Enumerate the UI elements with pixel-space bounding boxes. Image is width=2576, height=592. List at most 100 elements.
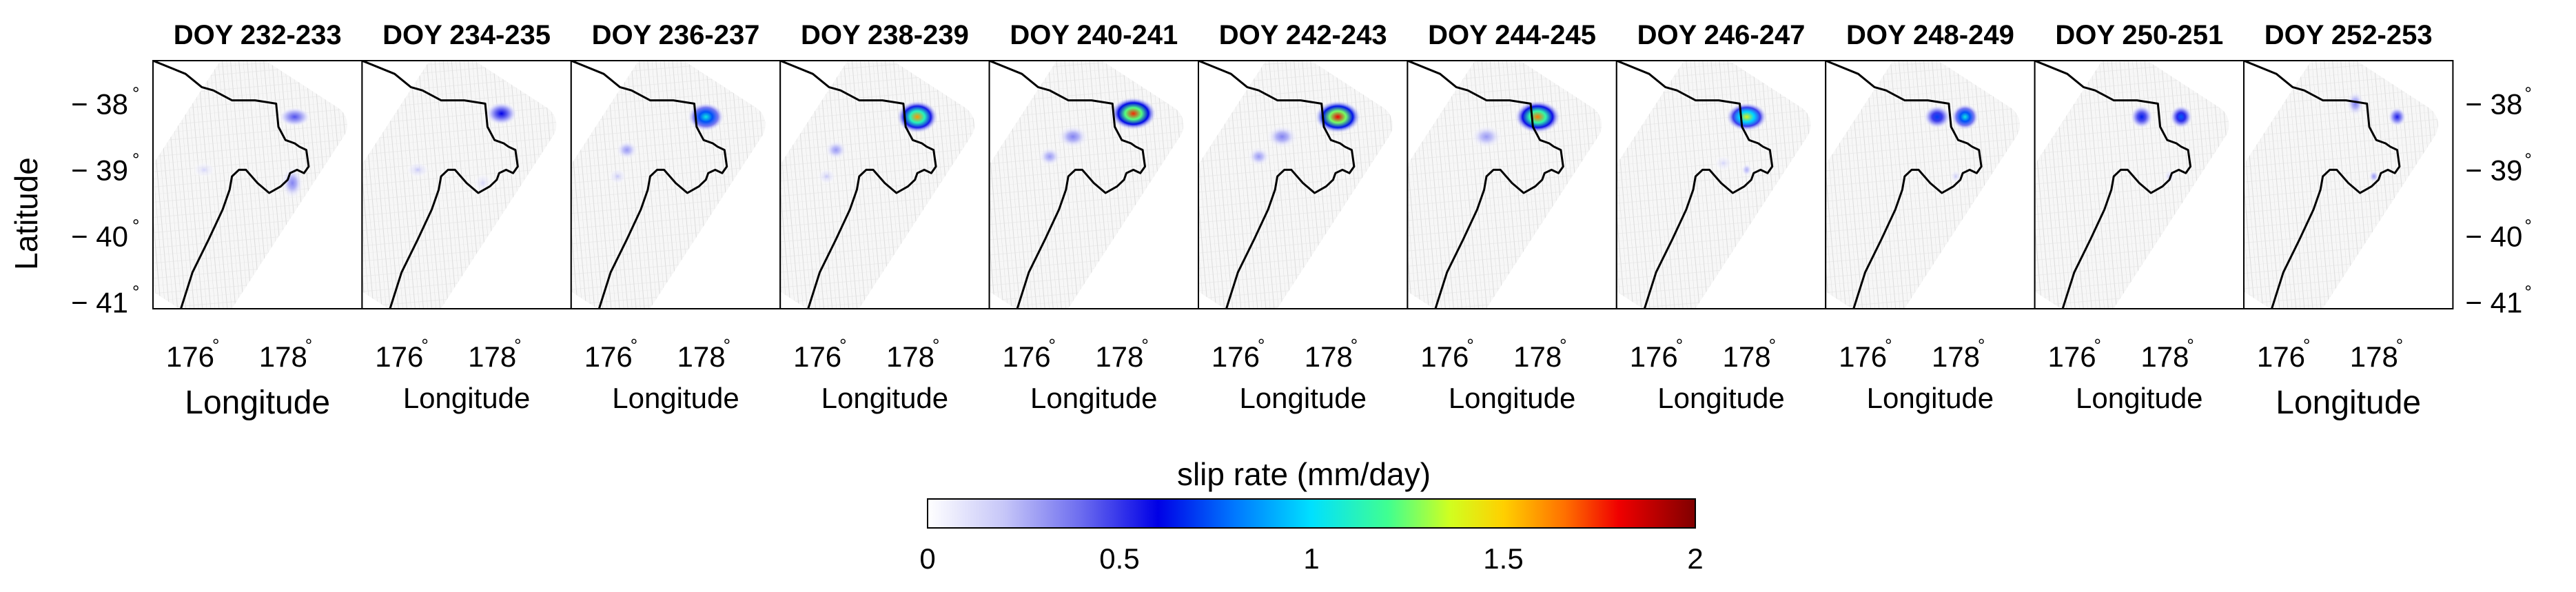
panel-title: DOY 250-251 (2055, 20, 2223, 50)
panel-title: DOY 242-243 (1219, 20, 1387, 50)
x-tick-label: 176 (793, 340, 841, 373)
panel-title: DOY 252-253 (2265, 20, 2433, 50)
slip-patch (1247, 146, 1271, 167)
degree-symbol: ° (839, 335, 846, 356)
y-tick-label-right: − 40 (2465, 220, 2522, 252)
slip-patch (608, 168, 627, 185)
colorbar-tick-label: 0.5 (1099, 542, 1139, 575)
degree-symbol: ° (631, 335, 637, 356)
degree-symbol: ° (421, 335, 428, 356)
fault-mesh (2244, 61, 2438, 309)
x-tick-label: 176 (2047, 340, 2096, 373)
degree-symbol: ° (1351, 335, 1358, 356)
slip-patch (280, 166, 305, 200)
slip-patch (2368, 170, 2380, 183)
x-axis-label: Longitude (185, 385, 330, 421)
slip-patch (2388, 107, 2406, 127)
slip-patch (615, 140, 639, 161)
coastline (1407, 61, 1564, 309)
y-tick-label-left: − 41 (71, 286, 128, 318)
degree-symbol: ° (514, 335, 521, 356)
x-axis-label: Longitude (1449, 382, 1576, 414)
slip-patch (1110, 96, 1157, 130)
coastline (362, 61, 519, 309)
y-axis-label: Latitude (8, 157, 44, 270)
degree-symbol: ° (2303, 335, 2310, 356)
x-tick-label: 178 (677, 340, 726, 373)
x-tick-label: 178 (1513, 340, 1562, 373)
coastline (1616, 61, 1774, 309)
degree-symbol: ° (2524, 83, 2531, 103)
x-tick-label: 176 (1002, 340, 1050, 373)
colorbar-gradient (927, 498, 1696, 529)
y-tick-label-left: − 38 (71, 88, 128, 120)
degree-symbol: ° (1258, 335, 1265, 356)
degree-symbol: ° (2524, 281, 2531, 302)
degree-symbol: ° (132, 149, 139, 170)
slip-patch (2169, 105, 2193, 129)
degree-symbol: ° (132, 281, 139, 302)
x-axis-label: Longitude (1030, 382, 1158, 414)
coastline (2034, 61, 2191, 309)
y-tick-label-right: − 41 (2465, 286, 2522, 318)
x-tick-label: 178 (1723, 340, 1771, 373)
slip-patch (485, 101, 518, 126)
x-tick-label: 176 (1420, 340, 1469, 373)
degree-symbol: ° (2094, 335, 2101, 356)
degree-symbol: ° (2187, 335, 2194, 356)
x-tick-label: 176 (1839, 340, 1887, 373)
x-axis-label: Longitude (403, 382, 531, 414)
fault-mesh (2034, 61, 2229, 309)
slip-patch (1314, 100, 1361, 134)
slip-patch (1741, 163, 1752, 176)
slip-patch (824, 140, 848, 161)
x-axis-label: Longitude (2076, 382, 2203, 414)
coastline (780, 61, 937, 309)
degree-symbol: ° (132, 83, 139, 103)
panel-title: DOY 244-245 (1428, 20, 1596, 50)
coastline (1198, 61, 1356, 309)
degree-symbol: ° (1769, 335, 1776, 356)
panel-frame (2243, 60, 2454, 309)
degree-symbol: ° (932, 335, 939, 356)
x-tick-label: 178 (1305, 340, 1353, 373)
colorbar-title: slip rate (mm/day) (1177, 456, 1431, 492)
degree-symbol: ° (1885, 335, 1892, 356)
slip-patch (1470, 125, 1503, 149)
y-tick-label-right: − 39 (2465, 154, 2522, 186)
y-tick-label-left: − 40 (71, 220, 128, 252)
x-tick-label: 178 (259, 340, 307, 373)
slip-patch (192, 161, 216, 178)
x-tick-label: 178 (886, 340, 934, 373)
degree-symbol: ° (212, 335, 219, 356)
x-tick-label: 178 (468, 340, 516, 373)
x-axis-label: Longitude (1867, 382, 1994, 414)
y-axes: − 38 ° − 38 °− 39 ° − 39 °− 40 ° − 40 °− 41 ° − 41 ° (71, 83, 2532, 318)
slip-patch (2346, 90, 2365, 117)
degree-symbol: ° (1676, 335, 1683, 356)
slip-patch (896, 100, 939, 134)
colorbar-tick-label: 2 (1687, 542, 1703, 575)
panel-title: DOY 246-247 (1637, 20, 1806, 50)
x-tick-label: 176 (1212, 340, 1260, 373)
x-axis-label: Longitude (2276, 385, 2421, 421)
degree-symbol: ° (1049, 335, 1056, 356)
colorbar-ticks: 0 0.5 1 1.5 2 (919, 542, 1703, 575)
coastline (989, 61, 1146, 309)
degree-symbol: ° (1978, 335, 1985, 356)
slip-patch (1950, 170, 1962, 183)
colorbar-tick-label: 1 (1303, 542, 1319, 575)
coastline (571, 61, 728, 309)
x-axis-label: Longitude (612, 382, 739, 414)
degree-symbol: ° (1466, 335, 1473, 356)
panel-title: DOY 236-237 (592, 20, 760, 50)
